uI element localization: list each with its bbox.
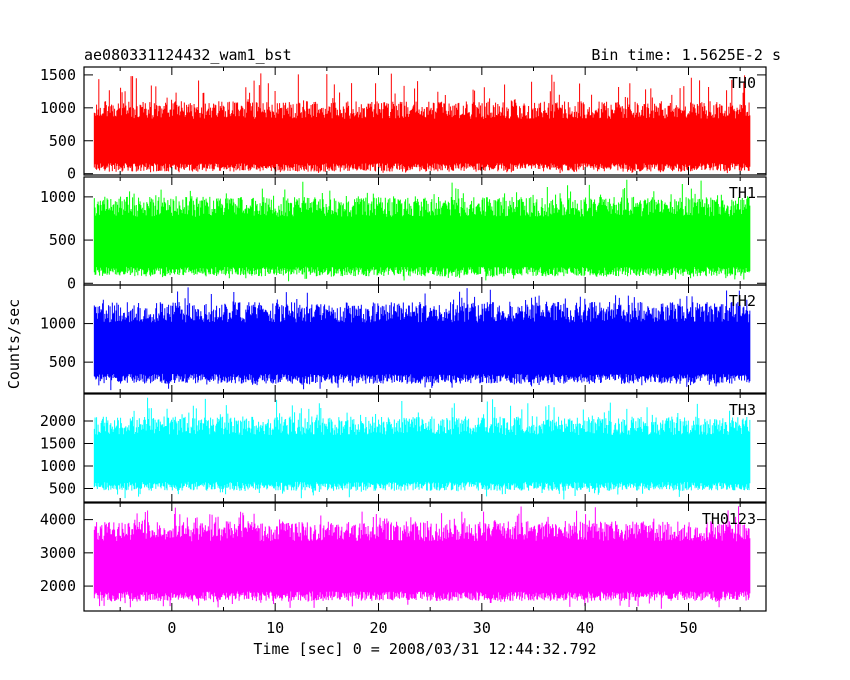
y-tick-label: 500 xyxy=(49,480,76,498)
series-trace-th0123 xyxy=(93,506,751,609)
y-tick-label: 4000 xyxy=(40,511,76,529)
series-label-th0: TH0 xyxy=(729,74,756,92)
panel-frame xyxy=(83,502,767,612)
series-label-th1: TH1 xyxy=(729,184,756,202)
x-tick-label: 0 xyxy=(167,619,176,637)
y-tick-label: 2000 xyxy=(40,577,76,595)
y-tick-label: 0 xyxy=(67,165,76,183)
panel-th0123: 2000 3000 4000 TH0123 xyxy=(40,502,767,612)
x-tick-label: 30 xyxy=(473,619,491,637)
panel-th0: 0 500 1000 1500 TH0 xyxy=(40,66,767,183)
y-tick-label: 2000 xyxy=(40,412,76,430)
y-tick-label: 3000 xyxy=(40,544,76,562)
series-label-th0123: TH0123 xyxy=(702,510,756,528)
panel-frame xyxy=(83,393,767,503)
series-trace-th2 xyxy=(93,287,751,391)
series-label-th3: TH3 xyxy=(729,401,756,419)
series-label-th2: TH2 xyxy=(729,292,756,310)
y-tick-label: 1500 xyxy=(40,435,76,453)
x-tick-label: 40 xyxy=(576,619,594,637)
y-tick-label: 1000 xyxy=(40,457,76,475)
x-tick-label: 20 xyxy=(369,619,387,637)
panel-th2: 500 1000 TH2 xyxy=(40,284,767,394)
chart-title: ae080331124432_wam1_bst xyxy=(84,46,292,64)
series-trace-th0 xyxy=(93,73,751,174)
panel-frame xyxy=(83,284,767,394)
x-tick-label: 50 xyxy=(679,619,697,637)
panel-frame xyxy=(83,66,767,176)
y-tick-label: 500 xyxy=(49,231,76,249)
y-tick-label: 500 xyxy=(49,132,76,150)
bin-time-label: Bin time: 1.5625E-2 s xyxy=(591,46,781,64)
panel-th1: 0 500 1000 TH1 xyxy=(40,176,767,292)
panel-th3: 500 1000 1500 2000 TH3 xyxy=(40,393,767,503)
y-tick-label: 0 xyxy=(67,274,76,292)
y-tick-label: 1000 xyxy=(40,315,76,333)
x-axis-label: Time [sec] 0 = 2008/03/31 12:44:32.792 xyxy=(253,640,596,658)
y-tick-label: 1500 xyxy=(40,66,76,84)
series-trace-th3 xyxy=(93,397,751,500)
x-tick-label: 10 xyxy=(266,619,284,637)
y-tick-label: 1000 xyxy=(40,188,76,206)
y-tick-label: 500 xyxy=(49,353,76,371)
y-axis-label: Counts/sec xyxy=(5,299,23,389)
series-trace-th1 xyxy=(93,179,751,282)
y-tick-label: 1000 xyxy=(40,99,76,117)
